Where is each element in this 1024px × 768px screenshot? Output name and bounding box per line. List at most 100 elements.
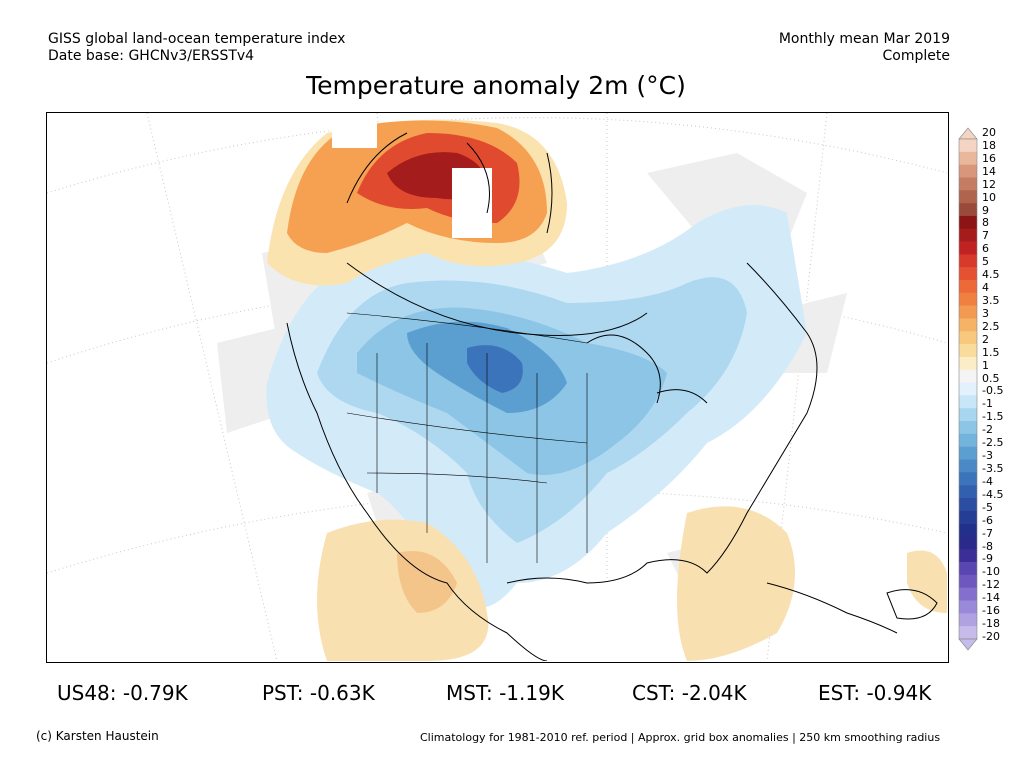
colorbar-cell xyxy=(959,459,977,473)
stat-mst: MST: -1.19K xyxy=(446,681,564,705)
dataset-info: GISS global land-ocean temperature index… xyxy=(48,31,345,65)
stat-pst: PST: -0.63K xyxy=(262,681,375,705)
colorbar-tick-label: 9 xyxy=(982,203,989,217)
colorbar-tick-label: 5 xyxy=(982,255,989,269)
anomaly-map xyxy=(46,112,949,663)
colorbar-tick-label: -8 xyxy=(982,539,993,553)
colorbar-cell xyxy=(959,190,977,204)
colorbar-cell xyxy=(959,408,977,422)
colorbar-tick-label: -10 xyxy=(982,565,1000,579)
colorbar-cell xyxy=(959,421,977,435)
warm-anomaly-north xyxy=(267,118,567,286)
colorbar-cell xyxy=(959,356,977,371)
colorbar-tick-label: 2 xyxy=(982,332,989,346)
colorbar-tick-label: 16 xyxy=(982,151,996,165)
colorbar-tick-label: -18 xyxy=(982,617,1000,631)
colorbar-tick-label: 4.5 xyxy=(982,268,1000,282)
colorbar-cell xyxy=(959,177,977,191)
colorbar-tick-label: -6 xyxy=(982,513,993,527)
colorbar-tick-label: -4 xyxy=(982,474,993,488)
colorbar-tick-label: 4 xyxy=(982,281,989,295)
dataset-title: GISS global land-ocean temperature index xyxy=(48,31,346,47)
colorbar-tick-label: 20 xyxy=(982,126,996,139)
colorbar-tick-label: -9 xyxy=(982,552,993,566)
colorbar-cell xyxy=(959,613,977,627)
colorbar-labels: 20 18 16 14 12 10 9 8 7 6 5 4.5 4 3.5 3 2.5 2 1.5 1 0.5 -0.5… xyxy=(982,127,1022,645)
colorbar-tick-label: -2 xyxy=(982,423,993,437)
colorbar-cell xyxy=(959,241,977,255)
colorbar-tick-label: -14 xyxy=(982,591,1000,605)
colorbar-cell xyxy=(959,267,977,281)
colorbar-tick-label: 3 xyxy=(982,306,989,320)
colorbar-tick-label: -3.5 xyxy=(982,462,1004,475)
stat-us48: US48: -0.79K xyxy=(57,681,188,705)
warm-anomaly-south xyxy=(317,506,947,661)
colorbar xyxy=(958,127,978,651)
colorbar-tick-label: -12 xyxy=(982,578,1000,592)
colorbar-cell xyxy=(959,344,977,358)
colorbar-cell xyxy=(959,510,977,524)
colorbar-cell xyxy=(959,523,977,537)
data-base: Date base: GHCNv3/ERSSTv4 xyxy=(48,48,255,64)
coastlines xyxy=(286,132,938,661)
colorbar-tick-label: -3 xyxy=(982,449,993,463)
colorbar-tick-label: 12 xyxy=(982,177,996,191)
period-label: Monthly mean Mar 2019 xyxy=(778,31,950,47)
colorbar-tick-label: 10 xyxy=(982,190,996,204)
colorbar-cell xyxy=(959,318,977,332)
colorbar-cell xyxy=(959,203,977,217)
colorbar-cell xyxy=(959,562,977,576)
colorbar-cell xyxy=(959,228,977,242)
colorbar-tick-label: -0.5 xyxy=(982,384,1004,398)
colorbar-cell xyxy=(959,626,977,640)
stat-cst: CST: -2.04K xyxy=(632,681,747,705)
colorbar-cell xyxy=(959,433,977,447)
cold-anomaly-region xyxy=(266,205,807,608)
colorbar-cell xyxy=(959,382,977,396)
colorbar-tick-label: -16 xyxy=(982,604,1000,618)
colorbar-cell xyxy=(959,497,977,512)
colorbar-cell xyxy=(959,139,977,153)
colorbar-cell xyxy=(959,600,977,614)
colorbar-cell xyxy=(959,164,977,178)
colorbar-tick-label: 6 xyxy=(982,242,989,256)
colorbar-tick-label: -7 xyxy=(982,526,993,540)
colorbar-tick-label: -2.5 xyxy=(982,436,1004,450)
colorbar-cell xyxy=(959,215,977,230)
colorbar-cell xyxy=(959,472,977,486)
colorbar-cell xyxy=(959,446,977,460)
colorbar-cell xyxy=(959,395,977,409)
stat-est: EST: -0.94K xyxy=(818,681,932,705)
colorbar-cell xyxy=(959,305,977,319)
period-info: Monthly mean Mar 2019 Complete xyxy=(779,31,950,65)
colorbar-cell xyxy=(959,536,977,550)
colorbar-tick-label: 1.5 xyxy=(982,345,1000,359)
colorbar-tick-label: 18 xyxy=(982,138,996,152)
completeness-label: Complete xyxy=(882,48,950,64)
colorbar-cell xyxy=(959,292,977,306)
credit: (c) Karsten Haustein xyxy=(36,729,159,743)
colorbar-min-arrow xyxy=(958,638,978,651)
colorbar-tick-label: -1 xyxy=(982,397,993,411)
colorbar-tick-label: 8 xyxy=(982,216,989,230)
colorbar-tick-label: 14 xyxy=(982,164,996,178)
methodology-note: Climatology for 1981-2010 ref. period | … xyxy=(420,731,941,744)
colorbar-cell xyxy=(959,331,977,345)
colorbar-cell xyxy=(959,549,977,563)
map-title: Temperature anomaly 2m (°C) xyxy=(306,71,686,100)
colorbar-cell xyxy=(959,151,977,165)
colorbar-tick-label: -20 xyxy=(982,630,1000,643)
colorbar-tick-label: -1.5 xyxy=(982,410,1004,424)
state-borders xyxy=(346,312,588,563)
colorbar-cell xyxy=(959,280,977,294)
map-canvas xyxy=(47,113,947,661)
colorbar-cell xyxy=(959,369,977,383)
colorbar-outline xyxy=(958,138,978,640)
colorbar-tick-label: 0.5 xyxy=(982,371,1000,385)
colorbar-tick-label: 3.5 xyxy=(982,294,1000,307)
colorbar-tick-label: -4.5 xyxy=(982,487,1004,501)
colorbar-cells xyxy=(958,127,978,651)
colorbar-max-arrow xyxy=(958,127,978,140)
colorbar-cell xyxy=(959,254,977,268)
colorbar-tick-label: 1 xyxy=(982,358,989,372)
